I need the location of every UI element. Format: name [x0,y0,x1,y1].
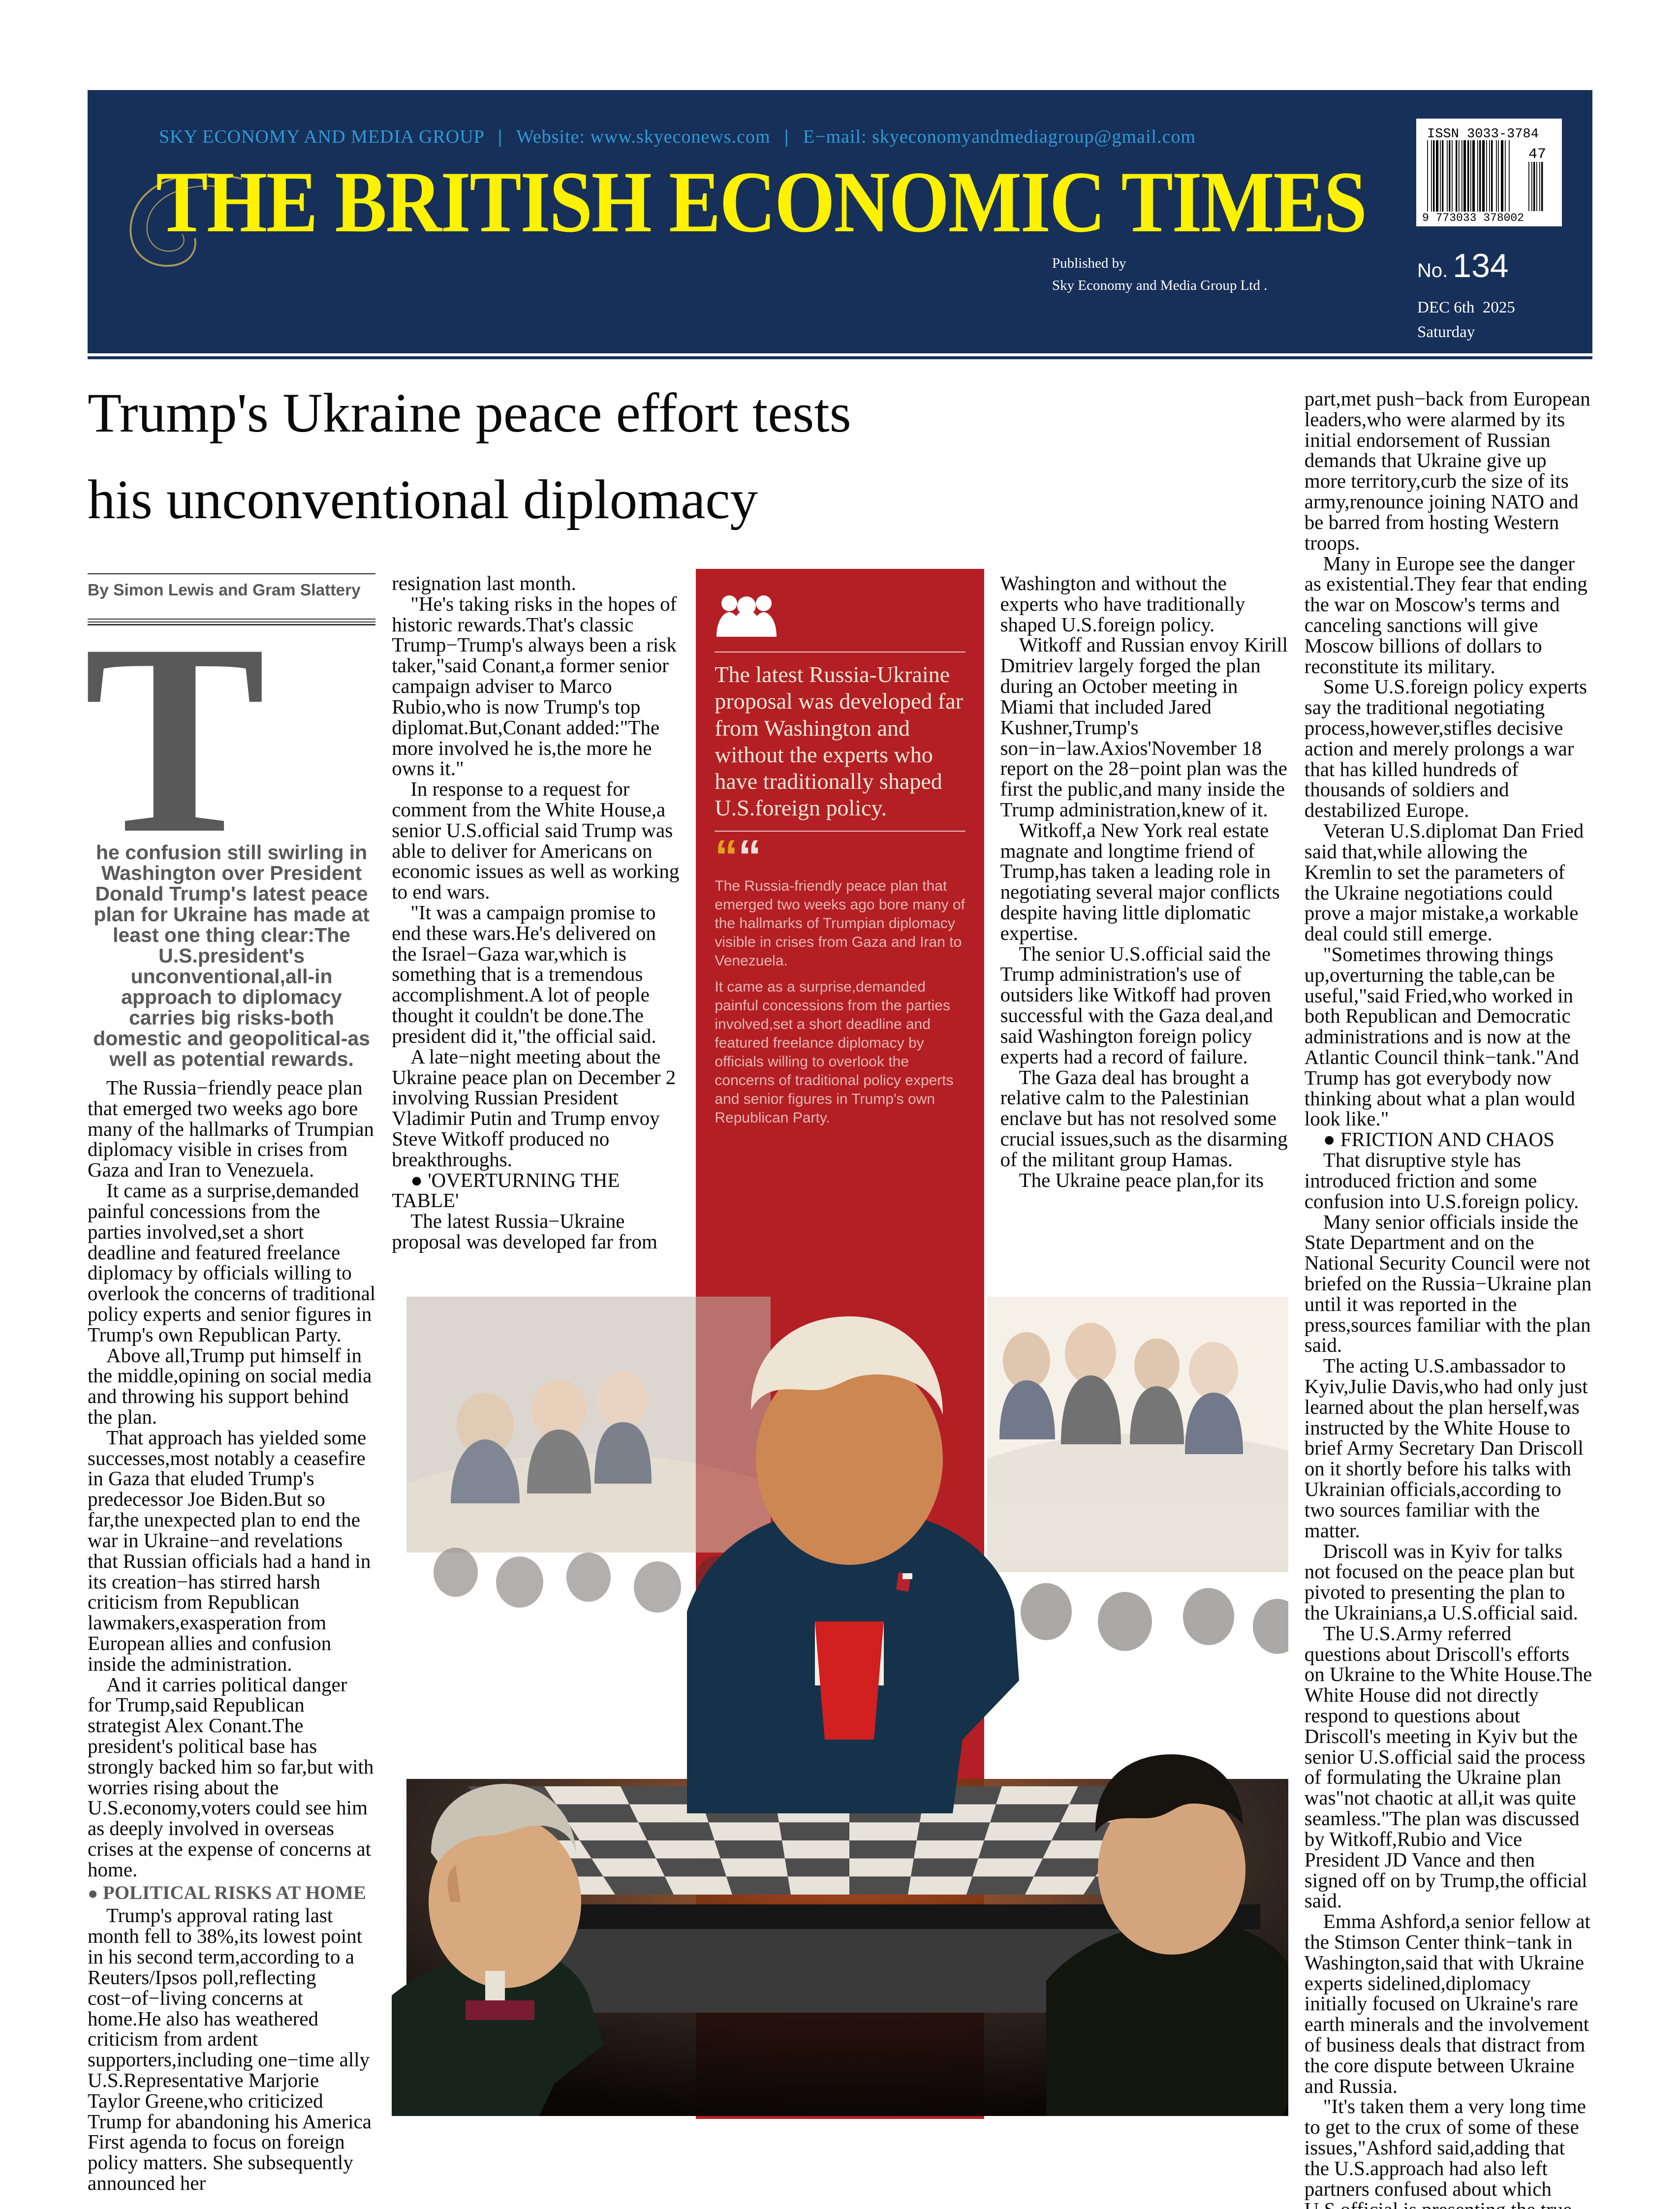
svg-text:ISSN 3033-3784: ISSN 3033-3784 [1427,127,1539,142]
svg-text:9 773033 378002: 9 773033 378002 [1422,212,1524,224]
svg-text:47: 47 [1528,146,1546,163]
